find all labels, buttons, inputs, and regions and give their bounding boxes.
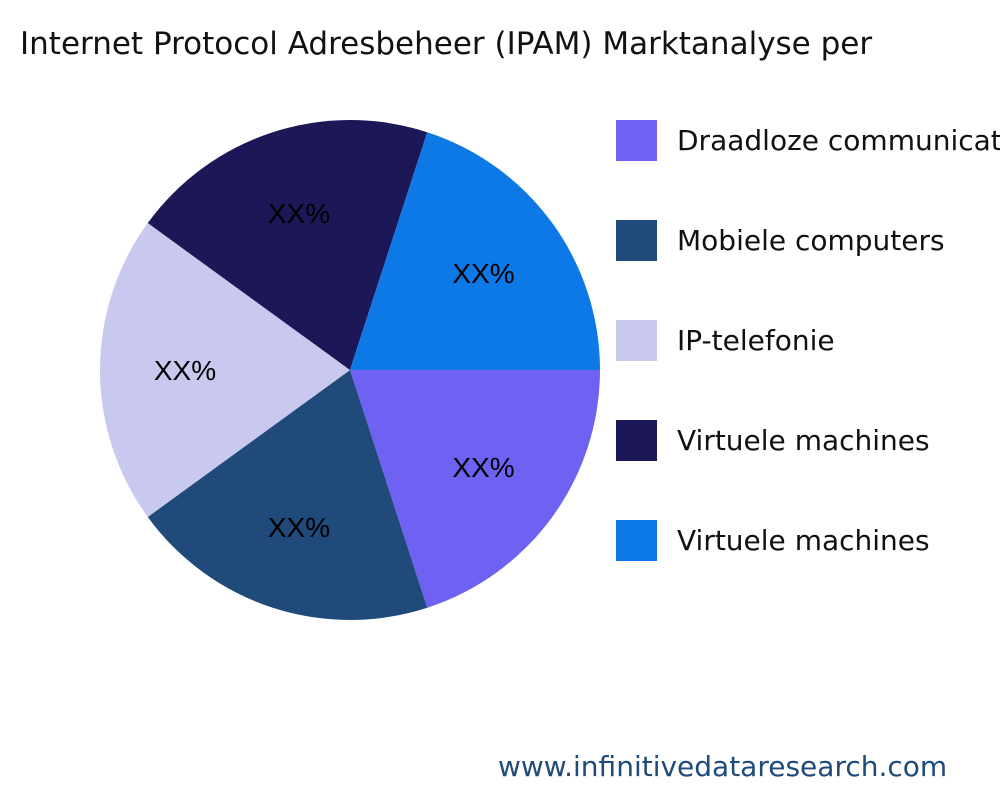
data-label-3: XX%	[268, 198, 330, 229]
legend-swatch	[616, 219, 657, 261]
legend-item: Mobiele computers	[616, 219, 945, 261]
pie-slice-0	[350, 370, 600, 608]
legend-swatch	[616, 519, 657, 561]
legend-item: IP-telefonie	[616, 319, 835, 361]
legend-item: Virtuele machines	[616, 519, 930, 561]
data-label-4: XX%	[452, 258, 514, 289]
legend-item: Draadloze communicatie	[616, 119, 1000, 161]
legend-swatch	[616, 419, 657, 461]
legend-label: Virtuele machines	[677, 423, 930, 457]
legend-item: Virtuele machines	[616, 419, 930, 461]
pie-slice-1	[147, 370, 428, 620]
legend-swatch	[616, 119, 657, 161]
legend-label: Draadloze communicatie	[677, 123, 1000, 157]
data-label-2: XX%	[154, 355, 216, 386]
legend-label: Virtuele machines	[677, 523, 930, 557]
legend-swatch	[616, 319, 657, 361]
data-label-1: XX%	[268, 512, 330, 543]
pie-slice-4	[350, 132, 600, 370]
legend-label: Mobiele computers	[677, 223, 945, 257]
chart-title: Internet Protocol Adresbeheer (IPAM) Mar…	[20, 26, 873, 62]
pie-slice-3	[147, 120, 428, 370]
legend-label: IP-telefonie	[677, 323, 835, 357]
footer-url[interactable]: www.infinitivedataresearch.com	[498, 750, 948, 783]
data-label-0: XX%	[452, 452, 514, 483]
pie-slice-2	[100, 223, 350, 517]
